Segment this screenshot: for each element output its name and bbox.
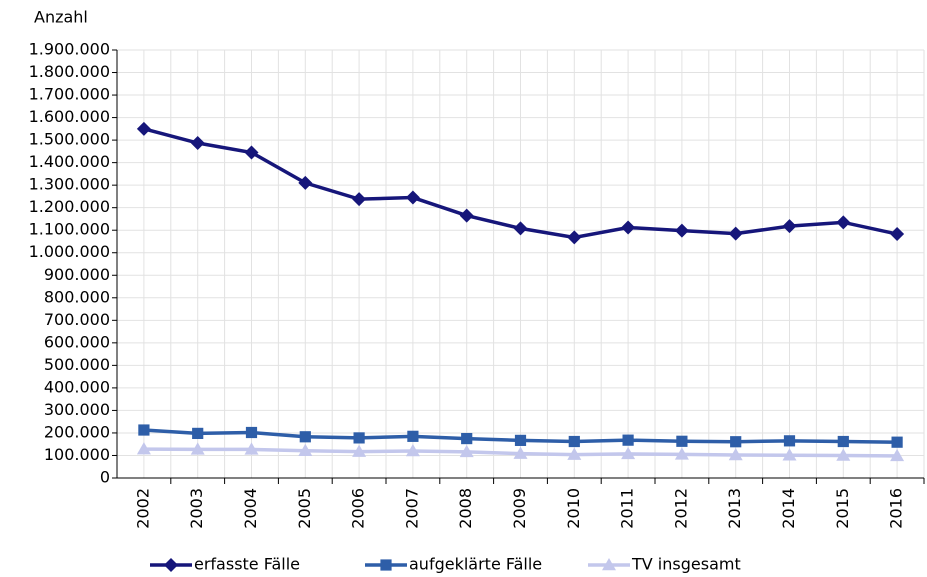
marker: [192, 427, 204, 439]
marker: [890, 227, 905, 242]
marker: [405, 443, 420, 457]
x-tick-label: 2003: [187, 488, 206, 529]
marker: [136, 121, 151, 136]
marker: [353, 432, 365, 444]
y-tick-label: 1.700.000: [29, 85, 110, 104]
x-tick-label: 2015: [833, 488, 852, 529]
marker: [567, 230, 582, 245]
x-tick-label: 2006: [349, 488, 368, 529]
marker: [783, 435, 796, 447]
marker: [352, 192, 367, 207]
y-tick-label: 0: [100, 468, 110, 487]
marker: [514, 434, 527, 446]
y-tick-label: 300.000: [44, 400, 110, 419]
x-tick-label: 2014: [779, 488, 798, 529]
marker: [459, 208, 474, 223]
marker: [602, 558, 616, 571]
marker: [513, 446, 528, 459]
y-tick-label: 900.000: [44, 265, 110, 284]
marker: [407, 430, 419, 442]
y-tick-label: 1.300.000: [29, 175, 110, 194]
y-tick-label: 600.000: [44, 332, 110, 351]
legend-label: aufgeklärte Fälle: [409, 555, 542, 574]
marker: [891, 436, 903, 448]
legend-label: TV insgesamt: [631, 555, 741, 574]
marker: [136, 442, 151, 455]
x-tick-label: 2009: [510, 488, 529, 529]
marker: [164, 558, 178, 572]
marker: [674, 223, 689, 238]
marker: [567, 447, 582, 460]
y-tick-label: 400.000: [44, 377, 110, 396]
y-tick-label: 200.000: [44, 422, 110, 441]
marker: [352, 444, 367, 457]
marker: [405, 190, 420, 205]
marker: [676, 435, 688, 447]
x-tick-label: 2016: [887, 488, 906, 529]
y-tick-label: 1.500.000: [29, 130, 110, 149]
marker: [299, 431, 311, 443]
x-tick-label: 2011: [618, 488, 637, 529]
x-tick-label: 2012: [671, 488, 690, 529]
y-tick-label: 1.100.000: [29, 220, 110, 239]
marker: [459, 444, 474, 458]
x-tick-label: 2002: [133, 488, 152, 529]
marker: [244, 145, 259, 160]
y-axis-label: Anzahl: [34, 8, 88, 27]
y-tick-label: 100.000: [44, 445, 110, 464]
marker: [837, 435, 849, 448]
marker: [513, 221, 528, 236]
y-tick-label: 1.000.000: [29, 242, 110, 261]
marker: [138, 424, 150, 436]
marker: [621, 446, 636, 460]
marker: [836, 215, 851, 230]
marker: [621, 220, 636, 235]
y-tick-label: 700.000: [44, 310, 110, 329]
y-tick-label: 500.000: [44, 355, 110, 374]
marker: [380, 559, 392, 571]
marker: [782, 448, 797, 461]
marker: [728, 448, 743, 461]
x-tick-label: 2008: [456, 488, 475, 529]
x-tick-label: 2013: [725, 488, 744, 529]
marker: [890, 448, 905, 462]
marker: [836, 448, 851, 461]
y-tick-label: 800.000: [44, 287, 110, 306]
y-tick-label: 1.900.000: [29, 40, 110, 59]
y-tick-label: 1.400.000: [29, 152, 110, 171]
marker: [190, 136, 205, 151]
marker: [674, 447, 689, 460]
marker: [461, 432, 473, 445]
y-tick-label: 1.800.000: [29, 62, 110, 81]
marker: [245, 426, 258, 439]
marker: [728, 226, 743, 241]
marker: [622, 434, 634, 446]
x-tick-label: 2010: [564, 488, 583, 529]
x-tick-label: 2004: [241, 488, 260, 529]
x-tick-label: 2005: [295, 488, 314, 529]
y-tick-label: 1.600.000: [29, 107, 110, 126]
y-tick-label: 1.200.000: [29, 197, 110, 216]
marker: [568, 435, 580, 448]
marker: [298, 175, 313, 190]
marker: [190, 442, 205, 455]
marker: [730, 436, 742, 448]
marker: [782, 219, 797, 234]
marker: [244, 442, 259, 455]
marker: [298, 443, 313, 456]
legend-label: erfasste Fälle: [194, 555, 300, 574]
x-tick-label: 2007: [402, 488, 421, 529]
